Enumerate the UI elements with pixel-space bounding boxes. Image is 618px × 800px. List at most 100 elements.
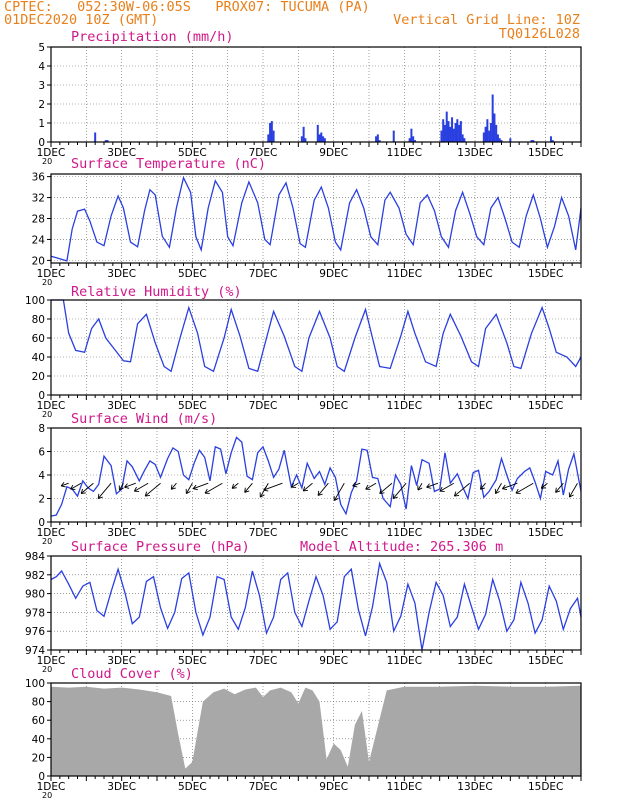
wind-arrow-head [569,494,574,498]
x-tick-label: 3DEC [107,400,136,412]
precip-bar [498,138,501,142]
wind-arrow [365,482,377,490]
wind-arrow [352,482,361,487]
x-tick-label: 9DEC [319,781,348,793]
wind-arrow-head [291,482,295,488]
y-tick-label: 2 [38,494,45,506]
y-tick-label: 24 [32,234,46,246]
y-tick-label: 984 [25,551,45,563]
precip-bar [410,128,413,142]
wind-arrow-head [540,483,544,489]
wind-arrow-head [541,487,547,489]
precip-bar [106,140,109,142]
x-tick-label: 1DEC [37,268,66,280]
precip-bar [459,121,462,142]
wind-arrow-head [303,489,309,492]
y-tick-label: 36 [32,172,46,184]
y-tick-label: 28 [32,214,45,226]
precip-bar [454,123,457,142]
wind-arrow-head [334,497,339,501]
y-tick-label: 32 [32,193,45,205]
wind-arrow [317,482,329,496]
wind-arrow-head [454,494,460,497]
precip-bar [452,128,455,142]
precip-bar [269,123,272,142]
precip-bar [484,126,487,142]
wind-arrow-head [193,488,198,491]
x-tick-overflow-label: 20 [42,157,52,166]
precip-bar [412,136,415,142]
x-tick-label: 11DEC [387,268,422,280]
x-tick-label: 11DEC [387,527,422,539]
x-tick-label: 5DEC [178,400,207,412]
wind-arrow [515,482,534,494]
wind-arrow-head [124,483,128,488]
wind-arrow-head [61,485,66,488]
wind-arrow-head [81,492,86,494]
wind-arrow-head [480,487,486,490]
precip-bar [486,119,489,142]
x-tick-label: 7DEC [249,781,278,793]
wind-arrow-head [244,490,250,493]
x-tick-overflow-label: 20 [42,665,52,674]
wind-arrow [80,482,94,494]
x-tick-label: 9DEC [319,400,348,412]
wind-arrow-head [379,492,385,494]
precip-bar [270,121,273,142]
wind-arrow-head [480,484,482,490]
precip-bar [456,119,459,142]
precip-bar [302,126,305,142]
wind-arrow [480,482,486,490]
wind-arrow-head [263,489,269,492]
precip-bar [463,138,466,142]
x-tick-label: 9DEC [319,655,348,667]
wind-arrow-head [417,487,423,491]
x-tick-label: 13DEC [457,400,492,412]
precip-bar [445,111,448,142]
wind-arrow-head [379,488,382,494]
wind-arrow-head [60,481,65,487]
panel-frame [50,46,582,143]
precip-bar [300,136,303,142]
wind-arrow [193,482,209,490]
wind-arrow [97,482,112,499]
precip-bar [500,140,503,142]
wind-arrow [555,482,564,493]
precip-bar [495,124,498,142]
wind-arrow [204,482,223,494]
precip-bar [320,132,323,142]
y-tick-label: 5 [38,42,45,54]
x-tick-label: 5DEC [178,268,207,280]
y-tick-label: 976 [25,626,45,638]
x-tick-label: 13DEC [457,268,492,280]
wind-arrow [379,482,393,494]
wind-arrow-head [502,484,506,489]
x-tick-label: 5DEC [178,147,207,159]
header-datetime: 01DEC2020 10Z (GMT) [4,12,159,28]
precip-bar [451,117,454,142]
cloud-cover-area [51,685,581,776]
wind-arrow [60,482,69,487]
precip-bar [318,134,321,142]
wind-arrow-head [70,484,74,490]
precip-bar [443,124,446,142]
x-tick-label: 3DEC [107,527,136,539]
precip-bar [272,130,275,142]
x-tick-label: 1DEC [37,781,66,793]
wind-arrow [170,482,177,490]
wind-arrow [417,483,423,491]
x-tick-label: 1DEC [37,147,66,159]
x-tick-label: 15DEC [528,781,563,793]
y-tick-label: 20 [32,255,45,267]
x-tick-label: 9DEC [319,268,348,280]
wind-arrow-head [393,496,398,499]
wind-arrow [70,482,82,490]
precip-bar [104,140,107,142]
panel-title: Relative Humidity (%) [71,284,242,300]
wind-arrow [439,482,455,492]
wind-arrow [541,482,548,489]
x-tick-label: 13DEC [457,655,492,667]
precip-bar [322,136,325,142]
wind-arrow-head [555,487,557,493]
